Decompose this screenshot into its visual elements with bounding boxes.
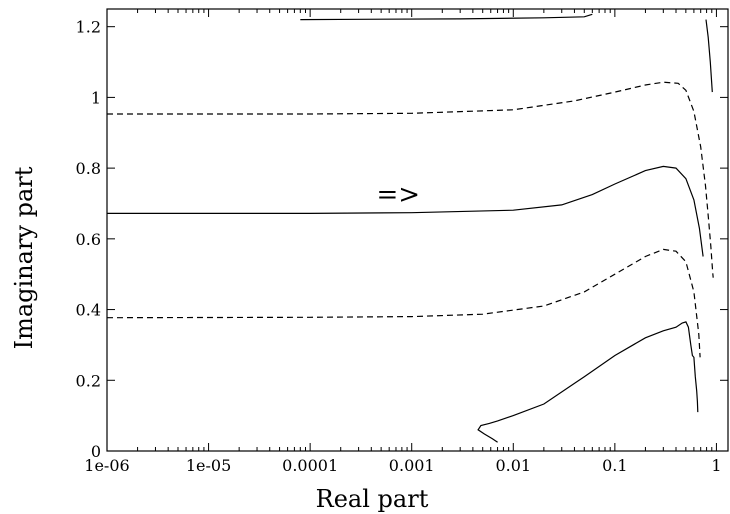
plot-frame xyxy=(106,8,729,452)
tick-labels: 1e-06 1e-05 0.0001 0.001 0.01 0.1 1 0 0.2 0.4 0.6 0… xyxy=(76,18,722,475)
x-tick-label-6: 1 xyxy=(711,456,721,475)
x-tick-label-5: 0.1 xyxy=(602,456,627,475)
y-tick-label-2: 0.4 xyxy=(76,301,101,320)
y-tick-label-0: 0 xyxy=(91,442,101,461)
y-tick-label-6: 1.2 xyxy=(76,18,101,37)
y-axis-label: Imaginary part xyxy=(10,166,38,349)
x-tick-label-3: 0.001 xyxy=(389,456,435,475)
x-tick-label-0: 1e-06 xyxy=(84,456,129,475)
y-tick-label-1: 0.2 xyxy=(76,371,101,390)
series-3-line xyxy=(107,81,714,278)
x-axis-label: Real part xyxy=(316,485,429,513)
x-tick-label-1: 1e-05 xyxy=(186,456,231,475)
series-5-line xyxy=(106,248,701,358)
x-tick-label-2: 0.0001 xyxy=(282,456,338,475)
series-4-line xyxy=(107,165,704,257)
x-tick-label-4: 0.01 xyxy=(495,456,531,475)
annotation-arrow-0: => xyxy=(376,180,420,210)
y-tick-label-5: 1 xyxy=(91,88,101,107)
y-tick-label-3: 0.6 xyxy=(76,230,101,249)
series-2-line xyxy=(705,19,713,93)
annotations: => xyxy=(376,180,420,210)
y-tick-label-4: 0.8 xyxy=(76,159,101,178)
series-1-line xyxy=(300,13,593,21)
series-group xyxy=(106,13,714,443)
series-6-line xyxy=(477,321,699,443)
tick-marks xyxy=(106,9,728,452)
